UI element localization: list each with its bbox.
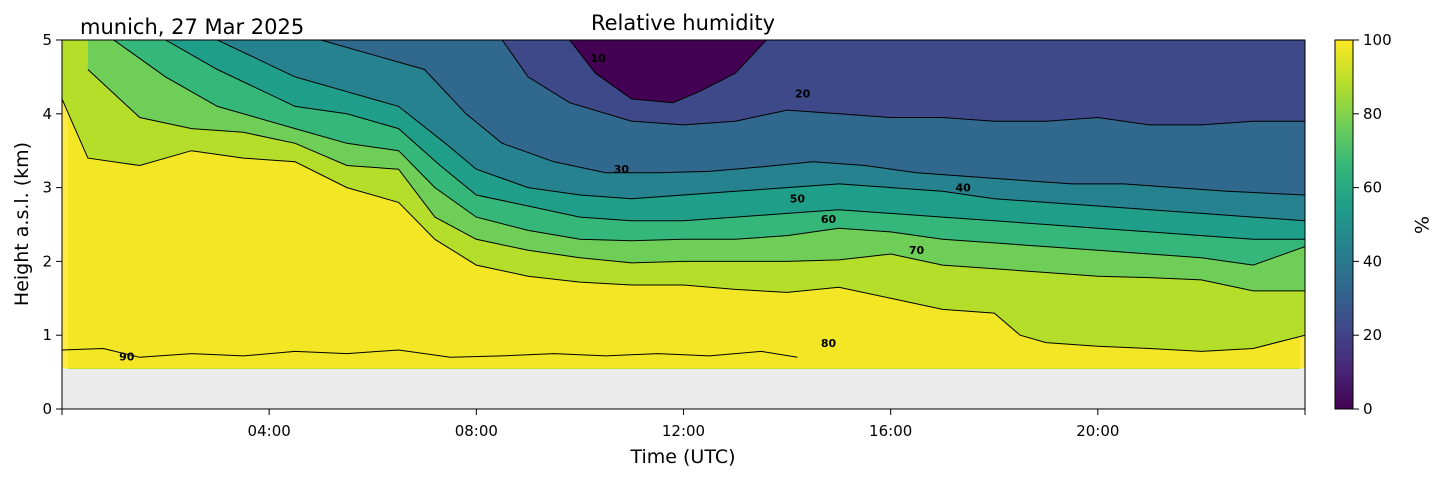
contour-label-60: 60 [821,213,837,226]
contour-line-20 [501,40,1305,126]
contour-line-60 [113,40,1305,266]
y-axis-label: Height a.s.l. (km) [11,142,33,306]
colorbar-tick-label: 80 [1363,105,1382,123]
y-tick-label: 5 [42,31,52,49]
y-tick-label: 1 [42,326,52,344]
humidity-fill-layers [62,40,1305,369]
contour-line-70 [87,69,1305,292]
colorbar-label: % [1410,216,1429,234]
contour-line-30 [320,40,1305,196]
x-axis: 04:00 08:00 12:00 16:00 20:00 [61,409,1306,440]
contour-line-90 [62,347,798,358]
chart-subtitle: munich, 27 Mar 2025 [80,15,304,39]
y-tick-label: 4 [42,105,52,123]
x-tick-label: 16:00 [869,422,912,440]
contour-label-40: 40 [956,181,972,194]
y-tick-label: 0 [42,400,52,418]
fill-band-10 [569,40,767,103]
x-tick-label: 08:00 [455,422,498,440]
x-tick-label: 20:00 [1076,422,1119,440]
y-tick-label: 3 [42,179,52,197]
fill-band-wet [62,99,1305,369]
contour-label-90: 90 [119,350,135,363]
contour-line-40 [217,40,1305,222]
colorbar-ticks: 0 20 40 60 80 100 [1353,31,1392,418]
x-axis-label: Time (UTC) [629,446,735,468]
contour-label-10: 10 [590,52,606,65]
contour-labels: 90 80 70 60 50 40 30 20 10 [119,52,971,363]
colorbar-tick-label: 100 [1363,31,1392,49]
chart-title: Relative humidity [591,11,775,35]
contour-lines [62,40,1305,358]
colorbar [1334,39,1354,410]
colorbar-tick-label: 60 [1363,179,1382,197]
y-tick-label: 2 [42,252,52,270]
colorbar-tick-label: 40 [1363,252,1382,270]
plot-area: 90 80 70 60 50 40 30 20 10 [62,40,1305,409]
contour-line-50 [165,40,1305,240]
contour-label-80: 80 [821,337,837,350]
no-data-region [62,368,1305,409]
y-axis: 0 1 2 3 4 5 [42,31,62,418]
contour-line-10 [569,40,767,104]
contour-label-20: 20 [795,88,811,101]
contour-line-80 [62,98,1305,352]
x-tick-label: 12:00 [662,422,705,440]
x-tick-label: 04:00 [248,422,291,440]
colorbar-tick-label: 0 [1363,400,1373,418]
contour-label-30: 30 [614,163,630,176]
contour-label-50: 50 [790,192,806,205]
contour-label-70: 70 [909,244,925,257]
colorbar-tick-label: 20 [1363,326,1382,344]
